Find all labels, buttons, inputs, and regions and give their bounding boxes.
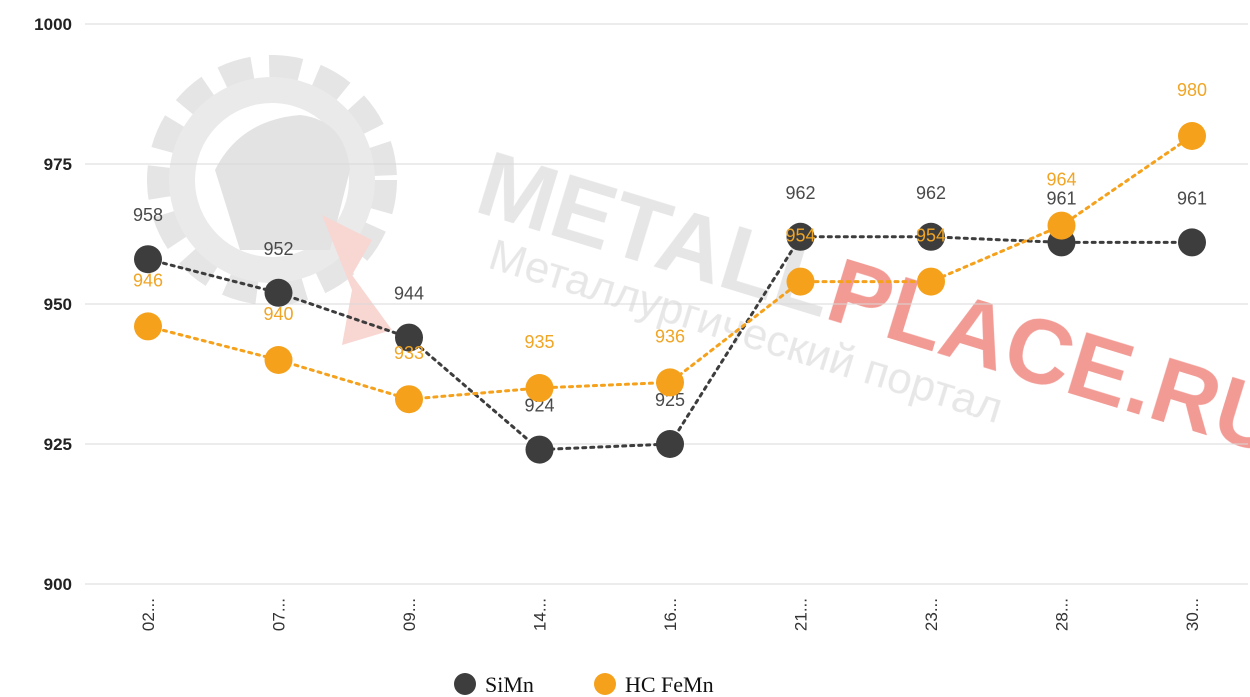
- x-tick-label: 30...: [1183, 598, 1202, 631]
- data-point: [525, 435, 554, 464]
- series-hc-femn: 946 940 933 935 936 954 954 964 980: [133, 80, 1207, 414]
- data-label: 940: [263, 304, 293, 324]
- data-label: 962: [785, 183, 815, 203]
- data-point: [395, 385, 423, 414]
- y-axis-ticks: 900 925 950 975 1000: [34, 15, 72, 594]
- data-label: 980: [1177, 80, 1207, 100]
- data-label: 962: [916, 183, 946, 203]
- x-tick-label: 14...: [531, 598, 550, 631]
- gear-icon: [147, 55, 397, 305]
- data-point: [786, 267, 815, 296]
- gridlines: [85, 23, 1248, 585]
- ladle-icon: [322, 215, 392, 345]
- data-point: [1178, 228, 1206, 257]
- legend-label: SiMn: [485, 672, 534, 697]
- series-simn: 958 952 944 924 925 962 962 961 961: [133, 183, 1207, 464]
- data-point: [264, 278, 293, 307]
- data-label: 952: [263, 239, 293, 259]
- y-tick-label: 950: [44, 295, 72, 314]
- data-point: [656, 368, 684, 397]
- legend-marker: [594, 673, 616, 695]
- data-point: [917, 267, 945, 296]
- legend: SiMn HC FeMn: [454, 672, 714, 697]
- x-tick-label: 16...: [661, 598, 680, 631]
- data-label: 933: [394, 343, 424, 363]
- x-tick-label: 21...: [792, 598, 811, 631]
- data-label: 964: [1046, 170, 1076, 190]
- data-label: 944: [394, 284, 424, 304]
- data-point: [134, 312, 162, 341]
- series-line: [146, 134, 1194, 401]
- legend-marker: [454, 673, 476, 695]
- watermark-logo: METALLPLACE.RU Металлургический портал: [147, 55, 1250, 474]
- data-label: 958: [133, 205, 163, 225]
- data-point: [264, 346, 293, 374]
- data-label: 925: [655, 390, 685, 410]
- data-point: [395, 323, 423, 352]
- data-point: [656, 430, 684, 458]
- y-tick-label: 900: [44, 575, 72, 594]
- data-label: 946: [133, 270, 163, 290]
- data-point: [786, 222, 815, 251]
- data-label: 954: [785, 226, 815, 246]
- data-label: 936: [655, 326, 685, 346]
- y-tick-label: 925: [44, 435, 72, 454]
- data-point: [917, 222, 945, 251]
- data-point: [525, 374, 554, 402]
- y-tick-label: 975: [44, 155, 72, 174]
- x-tick-label: 09...: [400, 598, 419, 631]
- data-label: 961: [1177, 188, 1207, 208]
- data-point: [134, 245, 162, 274]
- x-tick-label: 28...: [1053, 598, 1072, 631]
- x-tick-label: 23...: [922, 598, 941, 631]
- data-label: 961: [1046, 188, 1076, 208]
- data-label: 935: [524, 332, 554, 352]
- legend-label: HC FeMn: [625, 672, 714, 697]
- data-label: 954: [916, 226, 946, 246]
- y-tick-label: 1000: [34, 15, 72, 34]
- data-point: [1178, 122, 1206, 150]
- data-label: 924: [524, 396, 554, 416]
- x-tick-label: 02...: [139, 598, 158, 631]
- legend-item: HC FeMn: [594, 672, 714, 697]
- legend-item: SiMn: [454, 672, 534, 697]
- x-axis-ticks: 02... 07... 09... 14... 16... 21... 23... 28...…: [139, 598, 1202, 631]
- x-tick-label: 07...: [270, 598, 289, 631]
- data-point: [1047, 211, 1076, 240]
